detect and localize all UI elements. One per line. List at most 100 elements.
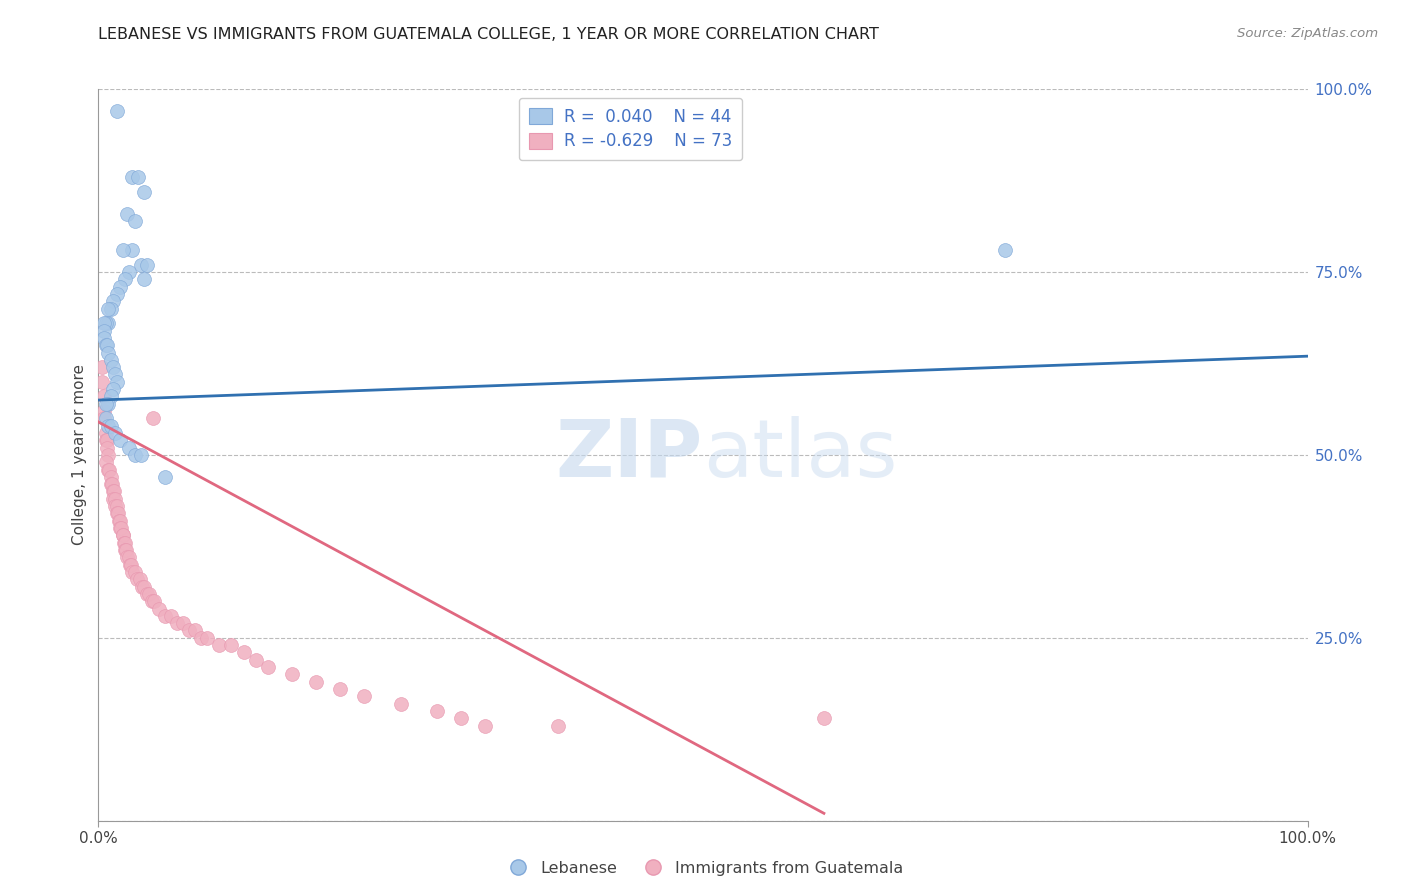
Point <box>91 360 114 375</box>
Point <box>98 462 121 476</box>
Point <box>124 214 146 228</box>
Point <box>117 206 139 220</box>
Point <box>97 418 120 433</box>
Point <box>142 411 165 425</box>
Point <box>138 587 160 601</box>
Point <box>118 441 141 455</box>
Point <box>101 491 124 506</box>
Point <box>135 587 157 601</box>
Point <box>127 169 149 184</box>
Point <box>94 434 117 448</box>
Point <box>245 653 267 667</box>
Point <box>105 287 128 301</box>
Point <box>94 316 117 330</box>
Point <box>426 704 449 718</box>
Point <box>128 572 150 586</box>
Point <box>104 368 127 382</box>
Point <box>179 624 201 638</box>
Point <box>100 477 122 491</box>
Point <box>101 382 124 396</box>
Point <box>105 104 128 119</box>
Point <box>160 608 183 623</box>
Point <box>148 601 170 615</box>
Point <box>96 338 118 352</box>
Point <box>97 316 120 330</box>
Point <box>256 660 278 674</box>
Point <box>129 448 152 462</box>
Point <box>141 594 163 608</box>
Point <box>108 279 131 293</box>
Point <box>134 185 156 199</box>
Point <box>108 514 131 528</box>
Point <box>110 521 132 535</box>
Point <box>112 535 135 549</box>
Point <box>121 565 143 579</box>
Point <box>813 711 835 725</box>
Point <box>117 550 139 565</box>
Point <box>329 681 352 696</box>
Point <box>389 697 412 711</box>
Point <box>135 258 157 272</box>
Point <box>100 470 122 484</box>
Point <box>104 491 127 506</box>
Point <box>105 507 128 521</box>
Point <box>100 301 122 316</box>
Point <box>101 484 124 499</box>
Point <box>353 690 375 704</box>
Point <box>281 667 304 681</box>
Point <box>118 550 141 565</box>
Point <box>131 580 153 594</box>
Point <box>94 338 117 352</box>
Point <box>93 389 115 403</box>
Point <box>124 448 146 462</box>
Point <box>232 645 254 659</box>
Text: Source: ZipAtlas.com: Source: ZipAtlas.com <box>1237 27 1378 40</box>
Point <box>91 375 114 389</box>
Point <box>97 397 120 411</box>
Point <box>474 718 496 732</box>
Point <box>103 484 125 499</box>
Point <box>121 243 143 257</box>
Point <box>100 477 122 491</box>
Point <box>121 169 143 184</box>
Point <box>96 434 118 448</box>
Point <box>101 360 124 375</box>
Text: atlas: atlas <box>703 416 897 494</box>
Point <box>105 375 128 389</box>
Point <box>101 294 124 309</box>
Point <box>143 594 166 608</box>
Text: LEBANESE VS IMMIGRANTS FROM GUATEMALA COLLEGE, 1 YEAR OR MORE CORRELATION CHART: LEBANESE VS IMMIGRANTS FROM GUATEMALA CO… <box>98 27 879 42</box>
Point <box>104 499 127 513</box>
Point <box>172 616 194 631</box>
Point <box>208 638 231 652</box>
Point <box>94 397 117 411</box>
Point <box>153 608 176 623</box>
Point <box>93 331 115 345</box>
Point <box>93 324 115 338</box>
Text: ZIP: ZIP <box>555 416 703 494</box>
Point <box>94 455 117 469</box>
Point <box>221 638 243 652</box>
Point <box>118 558 141 572</box>
Point <box>111 528 134 542</box>
Point <box>93 316 115 330</box>
Point <box>166 616 188 631</box>
Point <box>450 711 472 725</box>
Point <box>134 272 156 286</box>
Point <box>134 580 156 594</box>
Point <box>184 624 207 638</box>
Point <box>97 448 120 462</box>
Point <box>94 425 117 440</box>
Point <box>93 404 115 418</box>
Point <box>124 565 146 579</box>
Point <box>114 543 136 558</box>
Point <box>93 411 115 425</box>
Point <box>111 243 134 257</box>
Point <box>994 243 1017 257</box>
Point <box>97 301 120 316</box>
Point <box>547 718 569 732</box>
Point <box>100 418 122 433</box>
Point <box>305 674 328 689</box>
Point <box>108 514 131 528</box>
Point <box>100 352 122 367</box>
